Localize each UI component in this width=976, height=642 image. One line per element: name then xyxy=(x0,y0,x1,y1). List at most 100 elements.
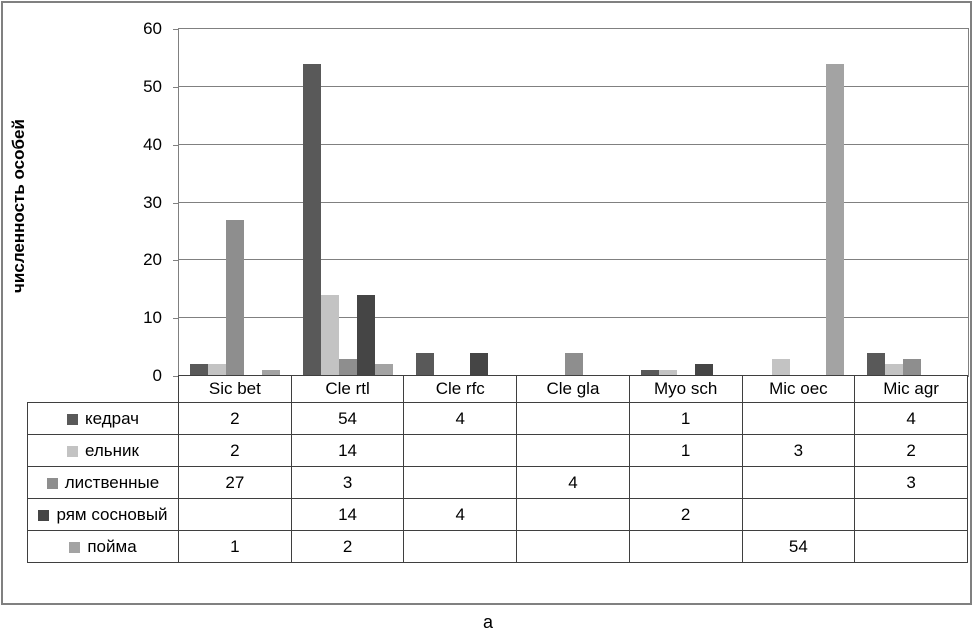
table-row: рям сосновый 14 4 2 xyxy=(27,498,968,531)
gridline xyxy=(179,85,968,87)
value-cell: 3 xyxy=(854,466,968,499)
bar xyxy=(208,364,227,376)
series-label: рям сосновый xyxy=(56,504,168,524)
y-tick-label: 20 xyxy=(143,250,162,270)
value-cell xyxy=(741,402,856,435)
y-tick-mark xyxy=(173,376,179,377)
value-cell: 4 xyxy=(403,498,518,531)
value-cell xyxy=(403,530,518,563)
bar xyxy=(659,370,678,376)
value-cell xyxy=(854,498,968,531)
legend-cell: ельник xyxy=(27,434,179,467)
bar xyxy=(564,352,583,376)
value-cell: 1 xyxy=(628,434,743,467)
bar xyxy=(902,358,921,376)
chart-frame: численность особей 0 10 20 30 40 50 60 Sic bet… xyxy=(1,1,972,605)
legend-swatch-icon xyxy=(67,445,78,457)
value-cell xyxy=(741,498,856,531)
chart-caption: а xyxy=(482,612,493,632)
value-cell xyxy=(516,498,630,531)
category-header: Myo sch xyxy=(628,375,743,403)
bar xyxy=(884,364,903,376)
legend-cell: лиственные xyxy=(27,466,179,499)
value-cell: 1 xyxy=(628,402,743,435)
bar xyxy=(357,295,376,376)
value-cell: 3 xyxy=(290,466,405,499)
value-cell: 4 xyxy=(854,402,968,435)
y-tick-label: 10 xyxy=(143,308,162,328)
y-tick-mark xyxy=(173,318,179,320)
bar xyxy=(262,370,281,376)
value-cell xyxy=(516,402,630,435)
value-cell xyxy=(628,530,743,563)
bar xyxy=(303,63,322,376)
gridline xyxy=(179,201,968,203)
value-cell xyxy=(403,434,518,467)
value-cell: 2 xyxy=(628,498,743,531)
table-header-row: Sic bet Cle rtl Cle rfc Cle gla Myo sch Mic o… xyxy=(28,375,968,403)
legend-cell: кедрач xyxy=(27,402,179,435)
y-tick-label: 40 xyxy=(143,134,162,154)
value-cell: 2 xyxy=(178,434,292,467)
bar xyxy=(469,352,488,376)
y-axis-title: численность особей xyxy=(9,119,28,293)
value-cell xyxy=(741,466,856,499)
value-cell: 14 xyxy=(290,498,405,531)
value-cell: 54 xyxy=(741,530,856,563)
value-cell: 4 xyxy=(403,402,518,435)
value-cell: 1 xyxy=(178,530,292,563)
value-cell: 14 xyxy=(290,434,405,467)
bar xyxy=(771,358,790,376)
y-tick-mark xyxy=(173,144,179,146)
value-cell: 3 xyxy=(741,434,856,467)
series-label: кедрач xyxy=(84,408,140,428)
legend-cell: пойма xyxy=(27,530,179,563)
bar xyxy=(226,219,245,376)
table-row: кедрач 2 54 4 1 4 xyxy=(27,402,968,435)
y-tick-label: 50 xyxy=(143,76,162,96)
legend-swatch-icon xyxy=(69,541,81,553)
value-cell xyxy=(178,498,292,531)
table-row: ельник 2 14 1 3 2 xyxy=(27,434,968,467)
category-header: Cle rfc xyxy=(403,375,518,403)
y-tick-label: 0 xyxy=(152,366,162,385)
gridline xyxy=(179,143,968,145)
category-header: Cle gla xyxy=(516,375,630,403)
value-cell xyxy=(403,466,518,499)
value-cell: 2 xyxy=(854,434,968,467)
legend-cell: рям сосновый xyxy=(27,498,179,531)
table-row: пойма 1 2 54 xyxy=(27,530,968,563)
value-cell: 2 xyxy=(178,402,292,435)
y-tick-mark xyxy=(173,260,179,262)
series-label: лиственные xyxy=(64,472,160,492)
value-cell xyxy=(854,530,968,563)
category-header: Sic bet xyxy=(178,375,292,403)
bar xyxy=(695,364,714,376)
bar xyxy=(641,370,660,376)
value-cell: 4 xyxy=(516,466,630,499)
category-header: Mic agr xyxy=(854,375,968,403)
y-tick-mark xyxy=(173,86,179,88)
bar xyxy=(415,352,434,376)
category-header: Cle rtl xyxy=(290,375,405,403)
legend-swatch-icon xyxy=(38,509,50,521)
data-table: Sic bet Cle rtl Cle rfc Cle gla Myo sch Mic o… xyxy=(27,375,968,563)
bar xyxy=(825,63,844,376)
y-tick-label: 30 xyxy=(143,192,162,212)
bar xyxy=(321,295,340,376)
y-tick-label: 60 xyxy=(143,19,162,38)
bar xyxy=(190,364,209,376)
series-label: ельник xyxy=(85,440,139,460)
bar xyxy=(866,352,885,376)
legend-swatch-icon xyxy=(66,413,78,425)
bar xyxy=(339,358,358,376)
legend-swatch-icon xyxy=(46,477,58,489)
value-cell xyxy=(628,466,743,499)
value-cell: 54 xyxy=(290,402,405,435)
series-label: пойма xyxy=(87,536,137,556)
y-tick-mark xyxy=(173,29,179,30)
category-header: Mic oec xyxy=(741,375,856,403)
value-cell: 2 xyxy=(290,530,405,563)
gridline xyxy=(179,317,968,319)
table-row: лиственные 27 3 4 3 xyxy=(27,466,968,499)
